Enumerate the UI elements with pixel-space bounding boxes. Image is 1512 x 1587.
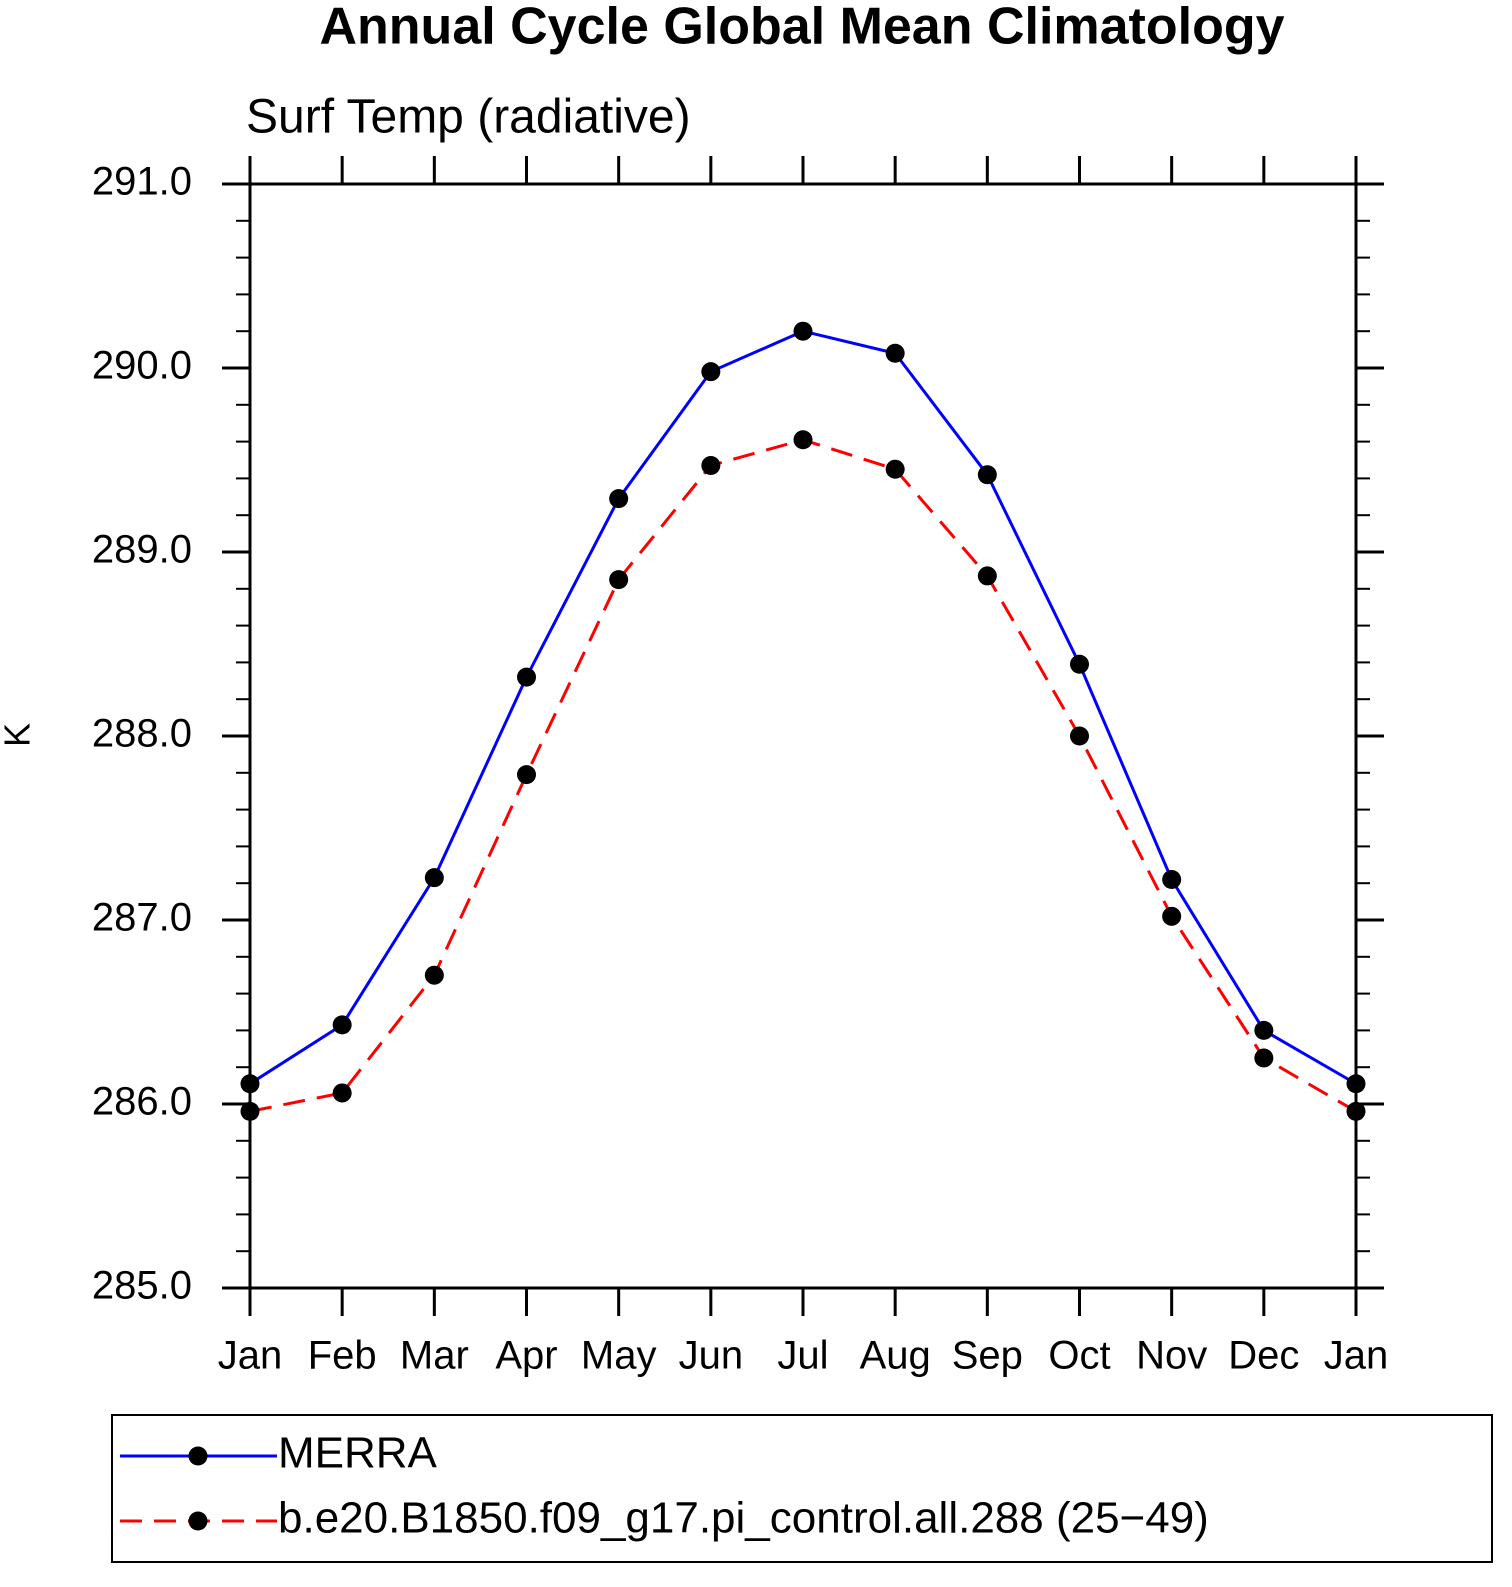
data-point: [424, 868, 444, 888]
data-point: [517, 765, 536, 785]
data-point: [1070, 654, 1089, 674]
data-point: [1346, 1074, 1366, 1094]
y-tick-label: 288.0: [92, 712, 192, 756]
legend-marker: [188, 1511, 208, 1531]
data-point: [885, 459, 905, 479]
data-point: [977, 465, 997, 485]
y-tick-label: 287.0: [92, 896, 192, 940]
data-point: [977, 566, 997, 586]
data-point: [1346, 1101, 1366, 1121]
data-point: [793, 430, 813, 450]
chart-title: Annual Cycle Global Mean Climatology: [319, 0, 1284, 56]
data-point: [609, 489, 629, 509]
data-point: [1070, 726, 1089, 746]
x-tick-label: Apr: [495, 1334, 557, 1378]
x-tick-label: Feb: [308, 1334, 377, 1378]
y-tick-label: 285.0: [92, 1264, 192, 1308]
x-tick-label: Mar: [400, 1334, 469, 1378]
y-tick-label: 289.0: [92, 528, 192, 572]
x-tick-label: Jun: [679, 1334, 744, 1378]
x-tick-label: Jan: [1324, 1334, 1389, 1378]
data-point: [332, 1083, 352, 1103]
data-point: [1162, 906, 1182, 926]
data-point: [793, 321, 813, 341]
chart-subtitle: Surf Temp (radiative): [246, 91, 691, 144]
data-point: [885, 343, 905, 363]
legend-label: b.e20.B1850.f09_g17.pi_control.all.288 (…: [278, 1494, 1209, 1543]
legend-box: [111, 1414, 1493, 1563]
x-tick-label: Jul: [777, 1334, 828, 1378]
x-tick-label: Sep: [952, 1334, 1023, 1378]
data-point: [701, 362, 721, 382]
x-tick-label: Nov: [1136, 1334, 1207, 1378]
x-tick-label: Aug: [860, 1334, 931, 1378]
data-point: [240, 1101, 260, 1121]
x-tick-label: May: [581, 1334, 657, 1378]
x-tick-label: Oct: [1048, 1334, 1110, 1378]
plot-frame: [248, 182, 1358, 1290]
x-tick-label: Dec: [1228, 1334, 1299, 1378]
data-point: [609, 570, 629, 590]
data-point: [1162, 870, 1182, 890]
y-tick-label: 291.0: [92, 160, 192, 204]
data-point: [517, 667, 536, 687]
series-line: [249, 438, 1357, 1113]
data-point: [332, 1015, 352, 1035]
data-point: [701, 456, 721, 476]
y-axis-label: K: [0, 723, 38, 747]
data-point: [240, 1074, 260, 1094]
x-tick-label: Jan: [218, 1334, 283, 1378]
y-tick-label: 286.0: [92, 1080, 192, 1124]
data-point: [1254, 1048, 1274, 1068]
data-point: [1254, 1020, 1274, 1040]
data-point: [424, 965, 444, 985]
legend-label: MERRA: [278, 1429, 438, 1478]
legend-marker: [188, 1446, 208, 1466]
y-tick-label: 290.0: [92, 344, 192, 388]
